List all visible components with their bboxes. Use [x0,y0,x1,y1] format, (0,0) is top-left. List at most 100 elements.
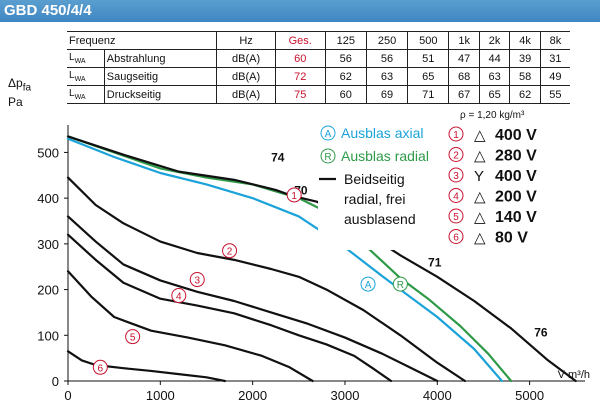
legend-marker [320,148,336,164]
y-axis-label: Δpfa [8,76,31,95]
table-cell: 68 [448,67,480,86]
voltage-marker [448,126,464,142]
lwa-subscript: WA [74,58,86,65]
table-cell: 62 [509,85,541,104]
connection-symbol: △ [474,127,486,144]
row-label: Druckseitig [103,85,217,104]
lwa-letter: L [69,70,75,81]
voltage-marker-label: 4 [453,192,459,203]
voltage-marker [448,147,464,162]
table-header-cell: Ges. [274,31,326,50]
row-total: 75 [274,85,326,104]
voltage-value: 200 V [495,189,537,206]
lwa-letter: L [69,88,75,99]
voltage-value: 280 V [495,148,537,165]
legend-label: Beidseitig [344,171,405,187]
table-header-cell: 250 [365,31,408,50]
x-axis-label: V̇ m³/h [558,368,590,381]
table-cell: 65 [478,85,510,104]
legend-background [318,124,586,250]
connection-symbol: △ [474,230,486,247]
connection-symbol: Y [474,168,484,185]
row-total: 72 [274,67,326,86]
table-row: LWA Saugseitig dB(A) 72 62 63 65 68 63 58 49 [67,67,570,86]
voltage-marker-label: 1 [453,130,459,141]
table-cell: 71 [407,85,449,104]
curve-marker-label: 3 [194,276,200,287]
air-density-note: ρ = 1,20 kg/m³ [460,110,525,121]
x-tick-label: 5000 [515,388,544,403]
y-tick-label: 400 [37,191,59,206]
y-tick-label: 0 [52,374,59,389]
lwa-subscript: WA [74,94,86,101]
voltage-value: 140 V [495,209,537,226]
curve-marker-label: A [365,280,372,291]
voltage-value: 80 V [495,230,528,247]
voltage-marker-label: 5 [453,212,459,223]
curve-marker [189,272,205,288]
curve-marker [360,276,376,292]
table-header-row: Frequenz Hz Ges. 125 250 500 1k 2k 4k 8k [67,31,570,50]
table-cell: 55 [539,85,570,104]
voltage-marker [448,229,464,244]
table-cell: 67 [448,85,480,104]
table-cell: 60 [324,85,367,104]
table-row: LWA Druckseitig dB(A) 75 60 69 71 67 65 62 55 [67,85,570,104]
voltage-value: 400 V [495,168,537,185]
table-cell: 56 [324,49,367,68]
series-line [66,176,467,383]
x-tick-label: 3000 [331,388,360,403]
curve-marker-label: 1 [291,191,297,202]
delta-p-subscript: fa [22,82,32,94]
series-line [66,215,439,383]
series-line [66,350,227,383]
y-tick-label: 200 [37,283,59,298]
connection-symbol: △ [474,189,486,206]
curve-marker-label: 2 [227,247,233,258]
voltage-marker [448,188,464,203]
voltage-value: 400 V [495,127,537,144]
y-axis-unit: Δpfa Pa [8,76,31,110]
connection-symbol: △ [474,148,486,165]
series-line [66,270,314,383]
y-tick-label: 500 [37,145,59,160]
legend-marker-label: R [324,152,331,163]
voltage-marker [448,167,464,183]
page-title: GBD 450/4/4 [4,2,92,19]
title-bar: GBD 450/4/4 [0,0,600,22]
curve-marker-label: 6 [98,363,104,374]
legend-label: Ausblas radial [341,148,429,164]
x-tick-label: 0 [64,388,71,403]
voltage-marker [448,208,464,224]
voltage-marker-label: 6 [453,233,459,244]
lwa-subscript: WA [74,76,86,83]
x-tick-label: 2000 [238,388,267,403]
voltage-marker-label: 3 [453,171,459,182]
noise-table: Frequenz Hz Ges. 125 250 500 1k 2k 4k 8k… [67,31,570,104]
noise-level-label: 74 [271,151,285,165]
lwa-letter: L [69,52,75,63]
curve-marker [392,276,408,292]
x-tick-label: 4000 [423,388,452,403]
voltage-marker-label: 2 [453,151,459,162]
legend-label-line2: radial, frei [344,191,405,207]
table-header-cell: 500 [407,31,449,50]
connection-symbol: △ [474,209,486,226]
curve-marker [125,329,141,345]
curve-marker [171,288,187,304]
table-cell: 44 [478,49,510,68]
legend-label: Ausblas axial [341,125,424,141]
curve-marker [286,187,302,203]
table-cell: 62 [324,67,367,86]
legend-label-line3: ausblasend [344,211,416,227]
series-line [66,135,294,197]
row-unit: dB(A) [216,85,276,104]
table-cell: 47 [448,49,480,68]
delta-p-symbol: Δp [8,76,23,90]
curve-marker [222,243,238,259]
noise-level-label: 76 [534,326,548,340]
y-tick-label: 100 [37,328,59,343]
curve-marker [92,359,108,375]
noise-level-label: 71 [428,256,442,270]
